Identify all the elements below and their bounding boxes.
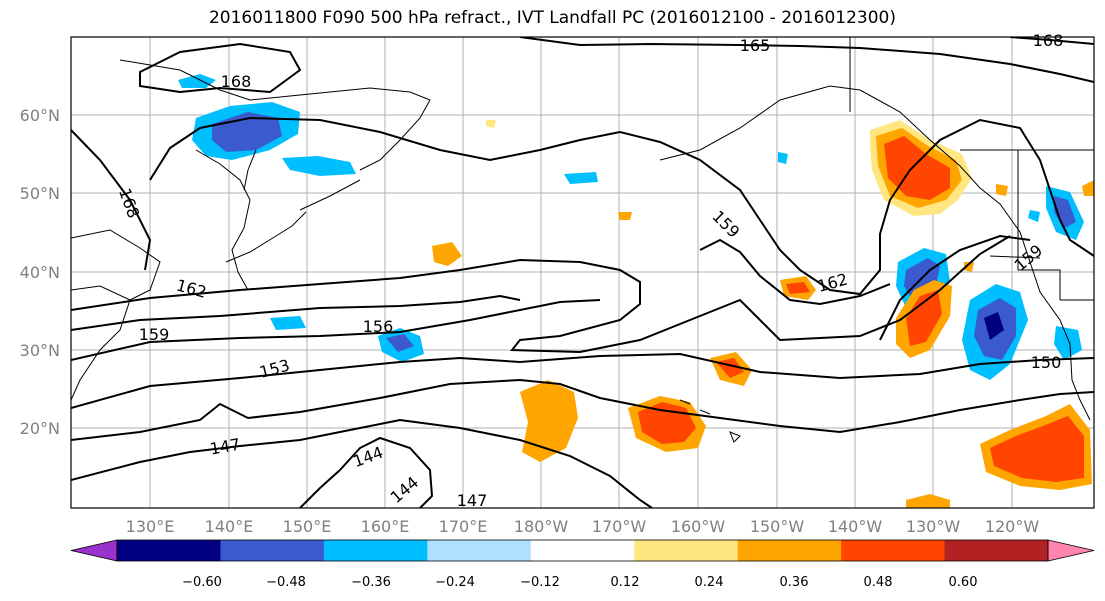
colorbar-segment [634,540,739,561]
lon-label: 170°E [439,517,488,536]
colorbar-segment [737,540,842,561]
lat-label: 50°N [20,184,60,203]
latitude-labels: 60°N 50°N 40°N 30°N 20°N [20,106,60,438]
colorbar-extend-high [1047,539,1095,562]
colorbar-ticks: −0.60 −0.48 −0.36 −0.24 −0.12 0.12 0.24 … [182,575,977,590]
contour-label: 147 [457,491,488,510]
lon-label: 160°W [671,517,726,536]
lat-label: 20°N [20,419,60,438]
colorbar-segment [944,540,1049,561]
contour-label: 150 [1031,353,1062,372]
colorbar-tick-label: −0.60 [182,575,222,590]
height-contours [71,37,1094,508]
colorbar-tick-label: 0.12 [611,575,640,590]
contour-label: 168 [221,72,252,91]
contour-label: 165 [740,36,771,55]
contour-label: 168 [1033,31,1064,50]
colorbar-tick-label: −0.36 [351,575,391,590]
colorbar-segment [841,540,946,561]
positive-shading [432,120,1094,508]
lon-label: 120°W [985,517,1040,536]
colorbar-tick-label: 0.24 [695,575,724,590]
longitude-labels: 130°E 140°E 150°E 160°E 170°E 180°W 170°… [126,517,1040,536]
colorbar-tick-label: −0.48 [266,575,306,590]
lon-label: 170°W [592,517,647,536]
colorbar-segment [220,540,325,561]
lon-label: 130°E [126,517,175,536]
lon-label: 140°W [828,517,883,536]
colorbar-segment [530,540,635,561]
lon-label: 130°W [906,517,961,536]
colorbar-tick-label: 0.48 [864,575,893,590]
colorbar-frame [116,539,1049,562]
lon-label: 150°E [283,517,332,536]
colorbar-segment [117,540,221,561]
lon-label: 150°W [750,517,805,536]
lon-label: 180°W [514,517,569,536]
colorbar [70,539,1095,562]
colorbar-extend-low [70,539,118,562]
colorbar-tick-label: 0.60 [949,575,978,590]
map-title: 2016011800 F090 500 hPa refract., IVT La… [208,8,896,28]
colorbar-segment [323,540,428,561]
lat-label: 60°N [20,106,60,125]
lon-label: 140°E [205,517,254,536]
contour-label: 156 [363,317,394,336]
contour-label: 159 [139,325,170,344]
coastlines [71,37,1094,443]
map-frame [70,36,1095,509]
colorbar-tick-label: −0.24 [435,575,475,590]
colorbar-segment [427,540,532,561]
lat-label: 40°N [20,263,60,282]
colorbar-tick-label: 0.36 [780,575,809,590]
colorbar-tick-label: −0.12 [520,575,560,590]
lon-label: 160°E [361,517,410,536]
lat-label: 30°N [20,341,60,360]
